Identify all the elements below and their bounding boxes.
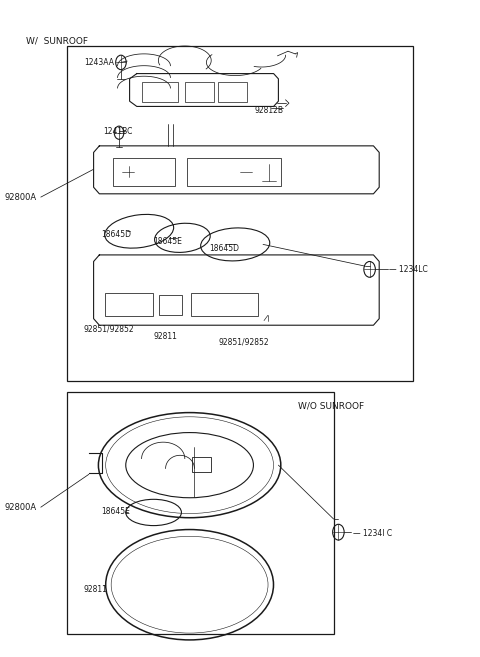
Bar [67, 392, 334, 634]
Bar [192, 457, 211, 472]
Text: 18645D: 18645D [101, 230, 131, 239]
Text: 18645E: 18645E [101, 507, 130, 516]
Text: W/O SUNROOF: W/O SUNROOF [298, 401, 364, 411]
Text: W/  SUNROOF: W/ SUNROOF [26, 36, 88, 45]
Bar [191, 293, 258, 316]
Text: 18645D: 18645D [209, 244, 239, 253]
Bar [142, 82, 178, 102]
Bar [185, 82, 214, 102]
Text: 92812B: 92812B [254, 106, 283, 115]
Text: 18645E: 18645E [154, 237, 182, 246]
Bar [67, 46, 413, 381]
Text: — 1234I C: — 1234I C [353, 529, 392, 538]
Bar [159, 295, 182, 315]
Text: 92811: 92811 [84, 585, 108, 594]
Bar [105, 293, 153, 316]
Bar [218, 82, 247, 102]
Text: 92851/92852: 92851/92852 [218, 337, 269, 346]
Text: 1243AA: 1243AA [84, 58, 114, 67]
Text: 92800A: 92800A [5, 193, 37, 202]
Text: 92851/92852: 92851/92852 [84, 324, 134, 333]
Text: — 1234LC: — 1234LC [389, 265, 428, 274]
Text: 92811: 92811 [154, 332, 178, 341]
Text: 92800A: 92800A [5, 503, 37, 512]
Text: 1241BC: 1241BC [103, 127, 132, 136]
Bar [187, 158, 281, 186]
Bar [113, 158, 175, 186]
